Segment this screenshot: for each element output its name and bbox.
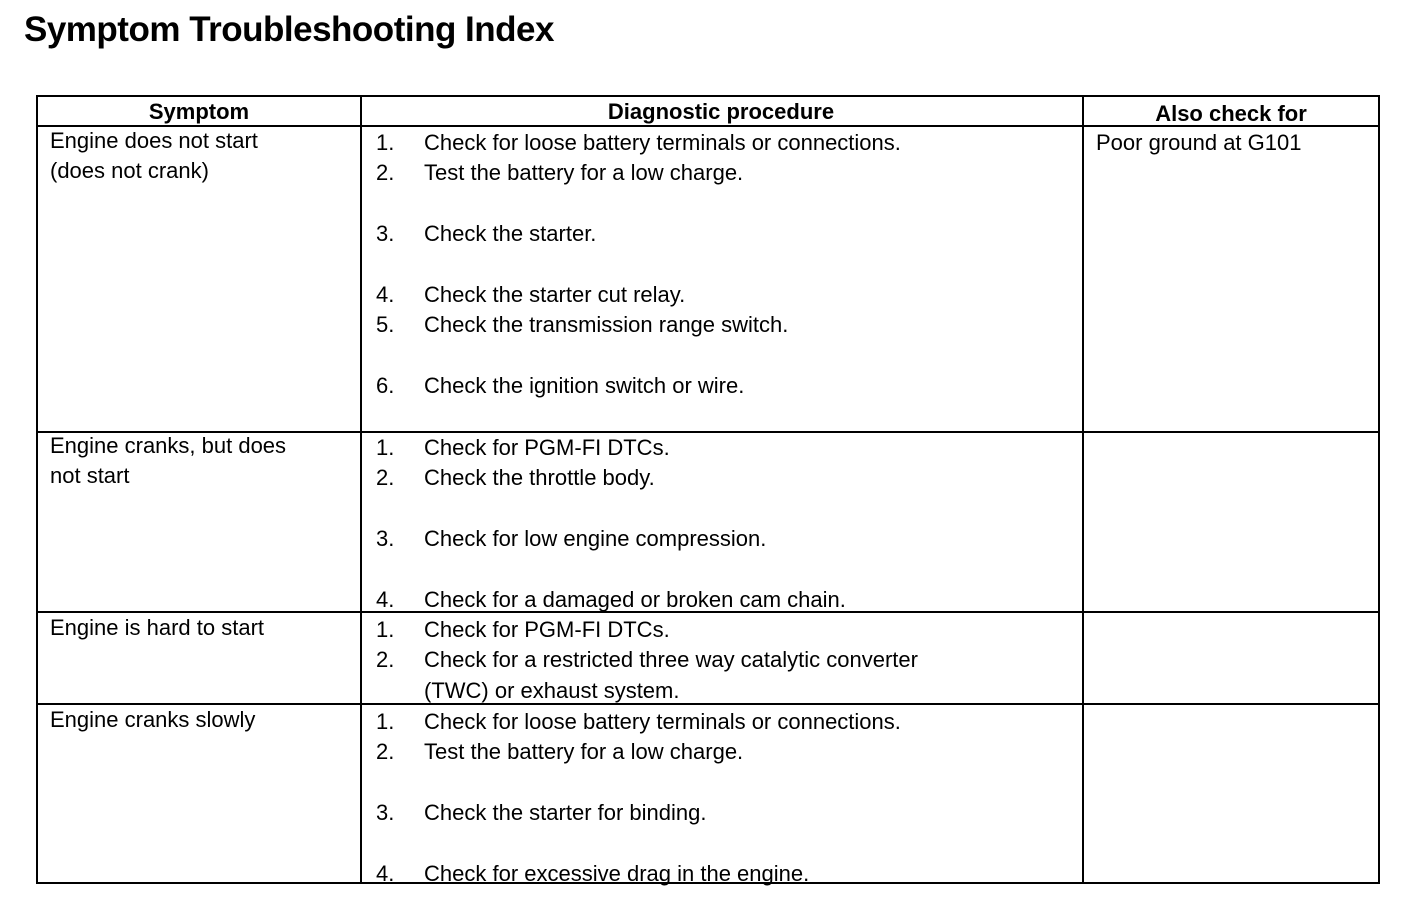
step-number: 2. <box>376 647 395 673</box>
step-text: Check the starter cut relay. <box>424 282 686 307</box>
step-text: Check the starter for binding. <box>424 800 707 826</box>
step-number: 4. <box>376 282 395 307</box>
step-number: 3. <box>376 526 395 552</box>
step-number: 1. <box>376 617 395 642</box>
header-also-check: Also check for <box>1155 101 1307 126</box>
step-number: 4. <box>376 861 395 886</box>
step-text: Test the battery for a low charge. <box>424 160 744 186</box>
column-divider <box>1082 97 1084 882</box>
symptom-text: Engine is hard to start <box>50 615 265 640</box>
step-text: (TWC) or exhaust system. <box>424 677 680 703</box>
step-number: 2. <box>376 465 395 491</box>
step-number: 2. <box>376 160 395 186</box>
step-number: 2. <box>376 739 395 765</box>
step-number: 5. <box>376 312 395 338</box>
header-procedure: Diagnostic procedure <box>607 99 835 124</box>
step-text: Check for a damaged or broken cam chain. <box>424 587 846 612</box>
step-number: 6. <box>376 373 395 399</box>
also-check-text: Poor ground at G101 <box>1096 130 1302 155</box>
step-text: Check for loose battery terminals or con… <box>424 709 901 734</box>
symptom-text: Engine cranks, but does <box>50 433 287 458</box>
step-text: Check the transmission range switch. <box>424 312 789 338</box>
step-text: Check for loose battery terminals or con… <box>424 130 901 155</box>
step-text: Check the ignition switch or wire. <box>424 373 745 399</box>
step-text: Check for a restricted three way catalyt… <box>424 647 918 673</box>
step-text: Check the starter. <box>424 221 597 247</box>
row-divider <box>38 431 1378 433</box>
symptom-text: Engine cranks slowly <box>50 707 256 732</box>
symptom-table: Symptom Diagnostic procedure Also check … <box>36 95 1380 886</box>
step-number: 1. <box>376 709 395 734</box>
header-symptom: Symptom <box>148 99 250 124</box>
symptom-text: (does not crank) <box>50 158 209 184</box>
step-number: 3. <box>376 221 395 247</box>
symptom-text: not start <box>50 463 130 489</box>
step-number: 3. <box>376 800 395 826</box>
step-text: Check the throttle body. <box>424 465 655 491</box>
step-text: Check for excessive drag in the engine. <box>424 861 810 886</box>
row-divider <box>38 125 1378 127</box>
step-text: Check for PGM-FI DTCs. <box>424 435 670 460</box>
row-divider <box>38 611 1378 613</box>
symptom-text: Engine does not start <box>50 128 258 153</box>
page-title: Symptom Troubleshooting Index <box>24 10 554 49</box>
step-number: 1. <box>376 130 395 155</box>
step-text: Test the battery for a low charge. <box>424 739 744 765</box>
row-divider <box>38 703 1378 705</box>
column-divider <box>360 97 362 882</box>
step-text: Check for low engine compression. <box>424 526 767 552</box>
step-text: Check for PGM-FI DTCs. <box>424 617 670 642</box>
step-number: 1. <box>376 435 395 460</box>
step-number: 4. <box>376 587 395 612</box>
